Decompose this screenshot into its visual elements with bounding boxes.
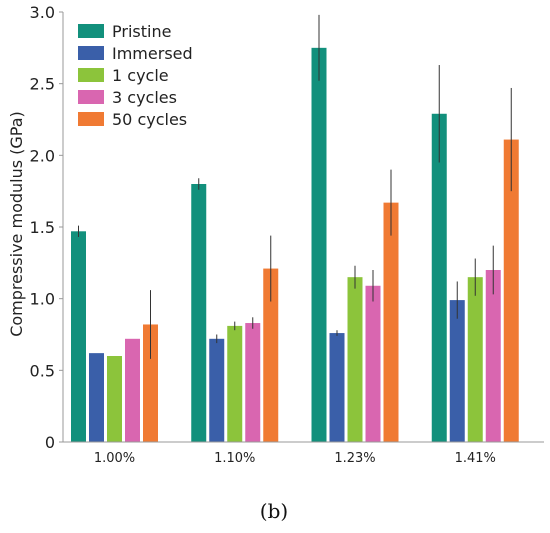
bars-layer [71,47,519,443]
y-tick-label: 2.0 [30,146,55,165]
figure-caption: (b) [260,499,288,523]
bar-immersed-2 [329,333,345,442]
y-tick-label: 0.5 [30,361,55,380]
x-category-label: 1.41% [455,451,496,466]
legend-label: 3 cycles [112,88,177,107]
bar-3-cycles-0 [125,338,140,442]
legend-label: 50 cycles [112,110,187,129]
legend-swatch [78,112,104,126]
error-bars-layer [78,14,512,359]
y-tick-label: 1.5 [30,218,55,237]
bar-50-cycles-0 [143,324,158,442]
bar-pristine-3 [431,113,447,443]
axes-layer [59,11,544,443]
y-tick-label: 3.0 [30,3,55,22]
bar-immersed-1 [209,338,225,442]
bar-pristine-1 [191,184,207,442]
legend-label: 1 cycle [112,66,169,85]
bar-1-cycle-3 [467,277,483,442]
bar-immersed-0 [89,353,104,442]
legend-swatch [78,90,104,104]
legend-swatch [78,68,104,82]
bar-immersed-3 [449,300,465,442]
legend-label: Pristine [112,22,171,41]
bar-pristine-2 [311,47,327,442]
bar-50-cycles-3 [503,139,519,443]
bar-pristine-0 [71,231,86,442]
legend: Pristine Immersed 1 cycle 3 cycles 50 cycles [78,22,193,129]
bar-1-cycle-1 [227,325,243,442]
y-tick-label: 1.0 [30,290,55,309]
bar-50-cycles-1 [263,268,279,442]
x-category-label: 1.10% [214,451,255,466]
y-tick-labels: 0 0.5 1.0 1.5 2.0 2.5 3.0 [30,3,55,452]
legend-swatch [78,46,104,60]
x-category-label: 1.00% [94,451,135,466]
y-axis-title: Compressive modulus (GPa) [7,111,26,337]
bar-3-cycles-3 [485,270,501,442]
legend-swatch [78,24,104,38]
y-tick-label: 0 [45,433,55,452]
bar-3-cycles-1 [245,323,261,442]
bar-1-cycle-0 [107,356,122,442]
bar-3-cycles-2 [365,285,381,442]
bar-50-cycles-2 [383,202,399,442]
x-category-label: 1.23% [334,451,375,466]
x-category-labels: 1.00% 1.10% 1.23% 1.41% [94,451,496,466]
legend-label: Immersed [112,44,193,63]
bar-1-cycle-2 [347,277,363,442]
y-tick-label: 2.5 [30,75,55,94]
